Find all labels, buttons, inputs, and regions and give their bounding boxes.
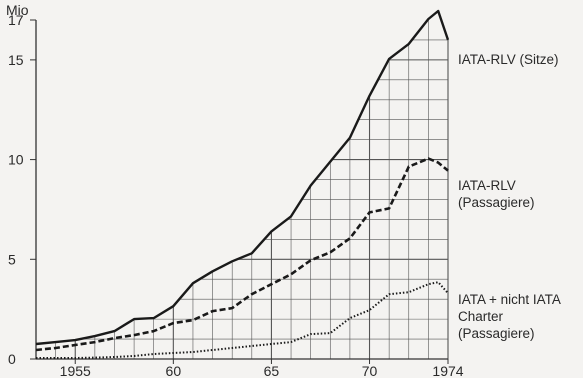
y-tick-label: 10	[8, 152, 24, 168]
x-tick-label: 65	[264, 363, 280, 378]
y-axis-label: Mio	[6, 2, 29, 18]
y-tick-label: 17	[8, 12, 24, 28]
x-tick-label: 1974	[432, 363, 463, 378]
y-tick-label: 15	[8, 52, 24, 68]
series-lines	[35, 9, 450, 359]
series-line-sitze	[35, 9, 450, 346]
x-tick-label: 60	[166, 363, 182, 378]
x-tick-label: 70	[362, 363, 378, 378]
x-tick-label: 1955	[60, 363, 91, 378]
series-label-passagiere: IATA-RLV (Passagiere)	[458, 178, 535, 210]
series-label-sitze: IATA-RLV (Sitze)	[458, 52, 559, 67]
series-line-passagiere	[35, 157, 449, 352]
series-label-charter: IATA + nicht IATA Charter (Passagiere)	[458, 292, 561, 341]
y-tick-label: 5	[8, 251, 16, 267]
grid	[35, 19, 449, 359]
series-line-charter	[36, 281, 449, 359]
axes	[30, 19, 449, 364]
y-tick-label: 0	[8, 351, 16, 367]
